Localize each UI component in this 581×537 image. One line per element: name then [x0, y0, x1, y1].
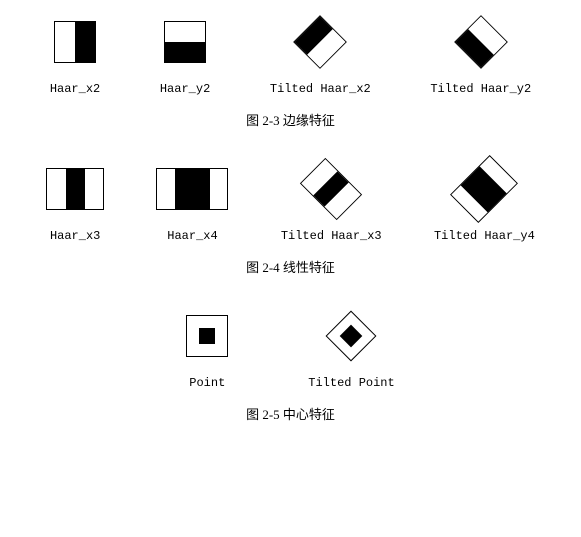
feature-label: Haar_x4	[167, 229, 217, 243]
feature-item: Tilted Haar_x2	[270, 12, 371, 96]
feature-glyph	[333, 306, 369, 366]
row-line-features: Haar_x3 Haar_x4 Tilted Haar_x3 Tilted Haar_…	[0, 159, 581, 243]
feature-shape	[450, 155, 518, 223]
feature-item: Haar_x4	[156, 159, 228, 243]
feature-glyph	[156, 159, 228, 219]
feature-item: Tilted Point	[308, 306, 394, 390]
feature-label: Haar_y2	[160, 82, 210, 96]
row-center-features: Point Tilted Point	[0, 306, 581, 390]
row-edge-features: Haar_x2 Haar_y2 Tilted Haar_x2 Tilted Haar_…	[0, 12, 581, 96]
caption-2-5: 图 2-5 中心特征	[0, 404, 581, 423]
feature-glyph	[464, 159, 504, 219]
feature-label: Point	[189, 376, 225, 390]
feature-item: Point	[186, 306, 228, 390]
feature-glyph	[186, 306, 228, 366]
feature-shape	[326, 311, 377, 362]
feature-shape	[300, 158, 362, 220]
feature-glyph	[54, 12, 96, 72]
feature-item: Tilted Haar_y4	[434, 159, 535, 243]
feature-item: Tilted Haar_y2	[430, 12, 531, 96]
feature-shape	[54, 21, 96, 63]
feature-item: Haar_x2	[50, 12, 100, 96]
feature-item: Haar_y2	[160, 12, 210, 96]
feature-label: Tilted Haar_y2	[430, 82, 531, 96]
feature-glyph	[164, 12, 206, 72]
feature-shape	[46, 168, 104, 210]
feature-label: Haar_x3	[50, 229, 100, 243]
feature-glyph	[305, 159, 357, 219]
feature-label: Tilted Haar_x2	[270, 82, 371, 96]
feature-item: Haar_x3	[46, 159, 104, 243]
feature-glyph	[46, 159, 104, 219]
feature-shape	[156, 168, 228, 210]
feature-shape	[186, 315, 228, 357]
caption-2-4: 图 2-4 线性特征	[0, 257, 581, 276]
feature-item: Tilted Haar_x3	[281, 159, 382, 243]
feature-label: Tilted Point	[308, 376, 394, 390]
feature-label: Haar_x2	[50, 82, 100, 96]
feature-label: Tilted Haar_y4	[434, 229, 535, 243]
feature-glyph	[462, 12, 500, 72]
feature-glyph	[301, 12, 339, 72]
feature-shape	[164, 21, 206, 63]
feature-label: Tilted Haar_x3	[281, 229, 382, 243]
caption-2-3: 图 2-3 边缘特征	[0, 110, 581, 129]
feature-shape	[454, 15, 508, 69]
feature-shape	[293, 15, 347, 69]
